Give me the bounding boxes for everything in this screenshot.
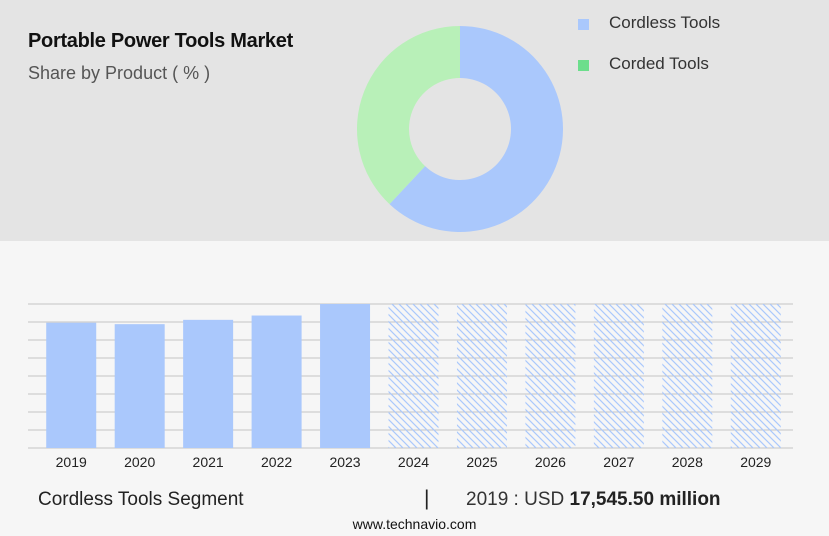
bar-forecast-2027	[593, 304, 644, 448]
legend-swatch-cordless	[578, 19, 589, 30]
x-tick-label-2020: 2020	[124, 454, 155, 470]
x-tick-label-2022: 2022	[261, 454, 292, 470]
footer-value-prefix: 2019 : USD	[466, 489, 565, 510]
bar-2019	[46, 322, 97, 448]
legend-label-corded: Corded Tools	[609, 54, 709, 73]
legend-label-cordless: Cordless Tools	[609, 13, 721, 32]
donut-chart	[357, 26, 563, 233]
bar-forecast-2024	[388, 304, 439, 448]
footer-value: 2019 : USD 17,545.50 million	[466, 489, 721, 511]
x-tick-label-2019: 2019	[56, 454, 87, 470]
bar-2020	[114, 324, 165, 448]
bar-2022	[251, 315, 302, 448]
footer-separator: |	[424, 487, 430, 510]
x-tick-label-2024: 2024	[398, 454, 429, 470]
footer-value-amount: 17,545.50 million	[569, 489, 721, 510]
page-subtitle: Share by Product ( % )	[28, 63, 211, 83]
x-tick-label-2028: 2028	[672, 454, 703, 470]
bar-forecast-2026	[525, 304, 576, 448]
footer-segment-label: Cordless Tools Segment	[38, 489, 244, 510]
x-tick-label-2021: 2021	[193, 454, 224, 470]
legend-swatch-corded	[578, 60, 589, 71]
bar-forecast-2029	[730, 304, 781, 448]
footer-url: www.technavio.com	[352, 516, 477, 532]
donut-slice-cordless-tools	[389, 26, 563, 233]
x-tick-label-2029: 2029	[740, 454, 771, 470]
x-tick-label-2026: 2026	[535, 454, 566, 470]
donut-slice-corded-tools	[357, 26, 460, 205]
x-tick-label-2025: 2025	[466, 454, 497, 470]
bar-2023	[320, 304, 371, 448]
x-tick-label-2023: 2023	[329, 454, 360, 470]
bar-forecast-2028	[662, 304, 713, 448]
bar-2021	[183, 319, 234, 448]
page-title: Portable Power Tools Market	[28, 30, 293, 52]
x-tick-label-2027: 2027	[603, 454, 634, 470]
bar-forecast-2025	[456, 304, 507, 448]
bar-chart: 2019 2020 2021 2022 2023 2024 2025 2026 2027 2028…	[28, 303, 793, 470]
